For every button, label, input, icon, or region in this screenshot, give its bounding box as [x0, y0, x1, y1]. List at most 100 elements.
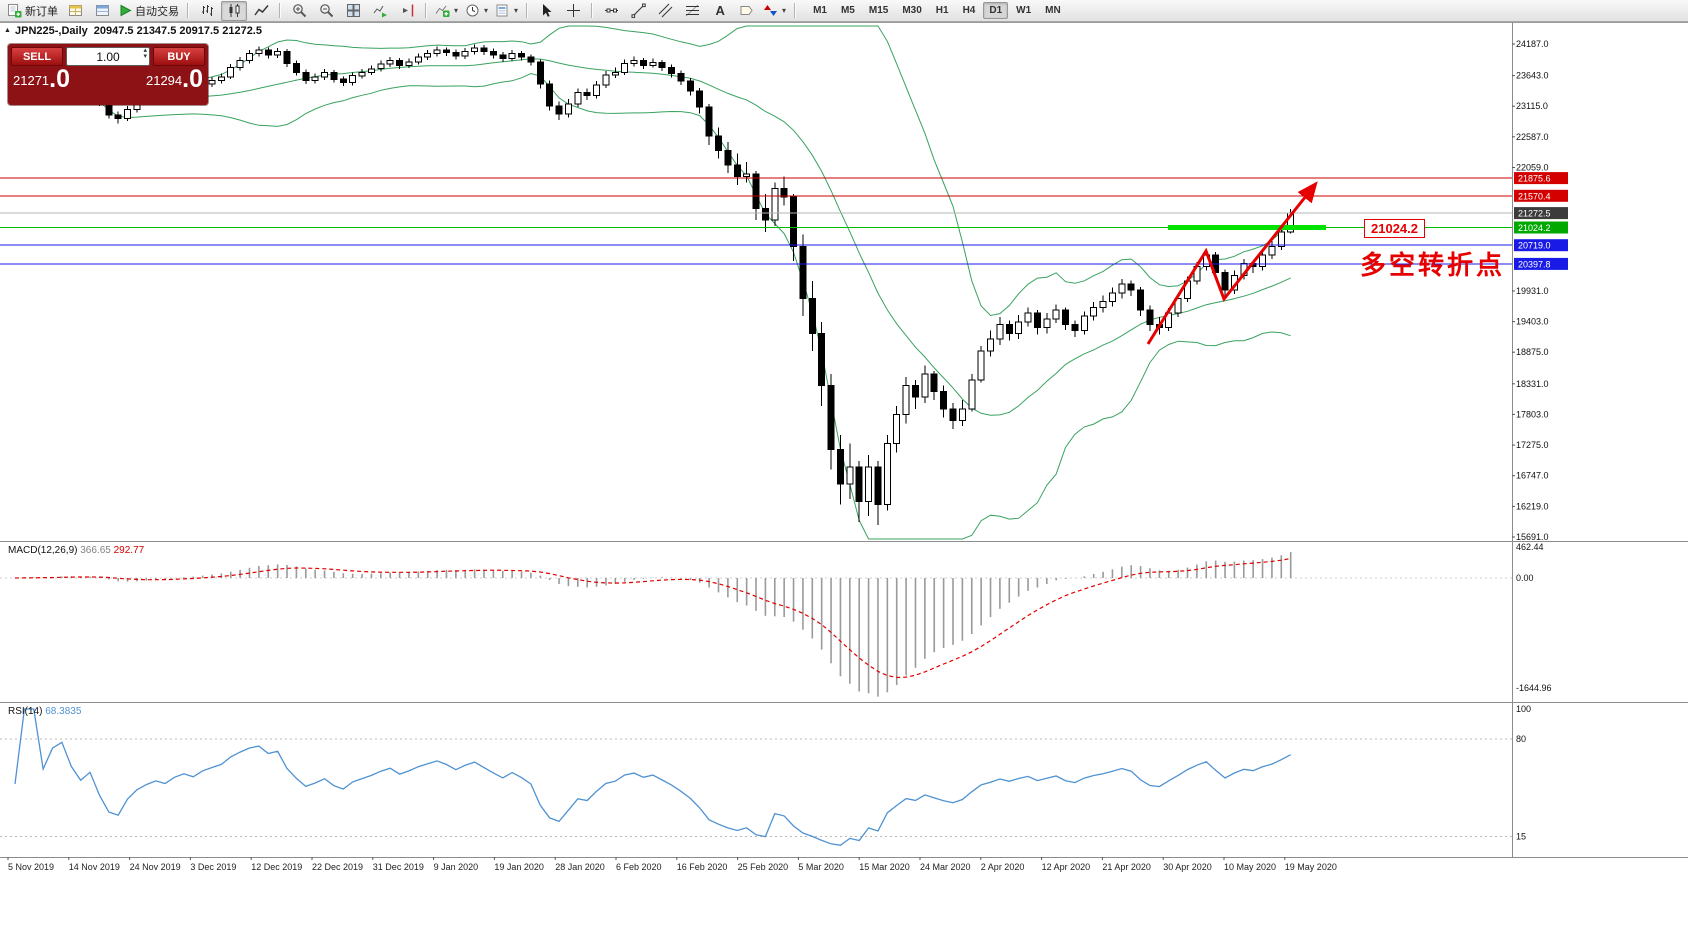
timeframe-m15-button[interactable]: M15 — [868, 5, 889, 16]
date-label: 16 Feb 2020 — [677, 862, 728, 872]
price-axis-label: 22059.0 — [1516, 163, 1549, 173]
fibonacci-tool-button[interactable] — [679, 1, 705, 21]
arrows-tool-icon — [764, 5, 778, 16]
date-label: 14 Nov 2019 — [69, 862, 120, 872]
price-tag — [1514, 257, 1568, 270]
auto-scroll-button[interactable] — [367, 1, 393, 21]
channel-icon — [658, 3, 672, 18]
toolbar-separator — [425, 3, 427, 18]
rsi-axis-label: 100 — [1516, 704, 1531, 714]
timeframe-toolbar: M1 M5 M15 M30 H1 H4 D1 W1 MN — [807, 2, 1067, 19]
periods-button[interactable]: ▾ — [462, 1, 491, 21]
trend-zigzag-arrow[interactable] — [1146, 181, 1318, 345]
line-chart-button[interactable] — [248, 1, 274, 21]
timeframe-d1-button[interactable]: D1 — [983, 2, 1009, 19]
panel-frame — [0, 22, 1688, 858]
timeframe-m30-button[interactable]: M30 — [902, 5, 922, 16]
autotrading-button[interactable]: 自动交易 — [116, 1, 182, 21]
dropdown-caret-icon: ▾ — [484, 6, 489, 15]
bar-chart-button[interactable] — [194, 1, 220, 21]
price-axis-label: 23643.0 — [1516, 71, 1549, 81]
support-price-label[interactable]: 21024.2 — [1364, 219, 1425, 238]
volume-down-button[interactable]: ▾ — [143, 53, 147, 60]
label-tool-button[interactable] — [733, 1, 759, 21]
text-tool-icon: A — [715, 3, 725, 18]
buy-button[interactable]: BUY — [153, 47, 205, 66]
price-axis-label: 22587.0 — [1516, 132, 1549, 142]
zoom-in-button[interactable] — [286, 1, 312, 21]
collapse-chart-icon[interactable]: ▲ — [4, 27, 11, 34]
arrows-tool-button[interactable]: ▾ — [760, 1, 789, 21]
fibonacci-icon — [685, 4, 699, 17]
new-order-button[interactable]: 新订单 — [4, 1, 61, 21]
buy-price: 21294.0 — [145, 65, 203, 93]
crosshair-button[interactable] — [560, 1, 586, 21]
chart-shift-button[interactable] — [394, 1, 420, 21]
timeframe-w1-button[interactable]: W1 — [1016, 5, 1032, 16]
channel-tool-button[interactable] — [652, 1, 678, 21]
sell-button[interactable]: SELL — [11, 47, 63, 66]
toolbar-separator — [794, 3, 797, 18]
volume-value: 1.00 — [96, 49, 120, 64]
dropdown-caret-icon: ▾ — [514, 6, 519, 15]
data-window-button[interactable] — [89, 1, 115, 21]
bar-chart-icon — [201, 5, 213, 16]
date-label: 19 Jan 2020 — [494, 862, 544, 872]
one-click-prices: 21271.0 21294.0 — [11, 67, 205, 92]
market-watch-button[interactable] — [62, 1, 88, 21]
volume-input[interactable]: 1.00 ▴ ▾ — [66, 47, 150, 66]
timeframe-m5-button[interactable]: M5 — [840, 5, 855, 16]
timeframe-h1-button[interactable]: H1 — [935, 5, 949, 16]
date-label: 24 Nov 2019 — [130, 862, 181, 872]
date-label: 19 May 2020 — [1285, 862, 1337, 872]
macd-name: MACD(12,26,9) — [8, 545, 78, 556]
price-tag-value: 21875.6 — [1518, 174, 1551, 184]
price-axis-label: 17803.0 — [1516, 409, 1549, 419]
candlestick-chart-button[interactable] — [221, 0, 247, 21]
date-label: 5 Mar 2020 — [798, 862, 844, 872]
new-order-label: 新订单 — [25, 5, 58, 18]
date-label: 31 Dec 2019 — [373, 862, 424, 872]
timeframe-h4-button[interactable]: H4 — [962, 5, 976, 16]
indicators-icon — [435, 5, 450, 17]
tile-windows-button[interactable] — [340, 1, 366, 21]
zoom-out-button[interactable] — [313, 1, 339, 21]
price-tag — [1514, 172, 1568, 185]
macd-histogram — [23, 552, 1292, 697]
date-label: 30 Apr 2020 — [1163, 862, 1212, 872]
date-label: 12 Apr 2020 — [1042, 862, 1091, 872]
date-label: 28 Jan 2020 — [555, 862, 605, 872]
turning-point-annotation[interactable]: 多空转折点 — [1360, 250, 1506, 280]
timeframe-m1-button[interactable]: M1 — [813, 5, 827, 16]
date-label: 10 May 2020 — [1224, 862, 1276, 872]
horizontal-line-tool-button[interactable] — [598, 1, 624, 21]
tile-windows-icon — [346, 4, 360, 17]
autotrading-label: 自动交易 — [135, 5, 179, 18]
templates-button[interactable]: ▾ — [492, 1, 521, 21]
auto-scroll-icon — [373, 5, 387, 18]
cursor-button[interactable] — [533, 1, 559, 21]
rsi-value: 68.3835 — [45, 706, 82, 717]
macd-axis-label: 0.00 — [1516, 573, 1534, 583]
rsi-axis-label: 15 — [1516, 832, 1526, 842]
rsi-axis-label: 80 — [1516, 734, 1526, 744]
one-click-trading-panel: SELL 1.00 ▴ ▾ BUY 21271.0 21294.0 — [8, 44, 208, 105]
chart-symbol-period: JPN225-,Daily — [15, 25, 88, 37]
trendline-tool-button[interactable] — [625, 1, 651, 21]
price-axis-label: 18875.0 — [1516, 347, 1549, 357]
price-axis-label: 15691.0 — [1516, 532, 1549, 542]
price-axis: 24187.0 23643.0 23115.0 22587.0 22059.0 19931… — [1512, 39, 1549, 542]
volume-up-button[interactable]: ▴ — [143, 47, 147, 54]
horizontal-level-lines[interactable] — [0, 177, 1512, 265]
volume-spinner: ▴ ▾ — [143, 47, 147, 60]
text-tool-button[interactable]: A — [706, 1, 732, 21]
chart-shift-icon — [402, 4, 413, 17]
main-toolbar: 新订单 自动交易 — [0, 0, 1688, 22]
market-watch-icon — [68, 5, 82, 16]
indicators-button[interactable]: ▾ — [432, 1, 461, 21]
timeframe-mn-button[interactable]: MN — [1045, 5, 1061, 16]
sell-price: 21271.0 — [13, 65, 71, 93]
toolbar-separator — [279, 3, 281, 18]
